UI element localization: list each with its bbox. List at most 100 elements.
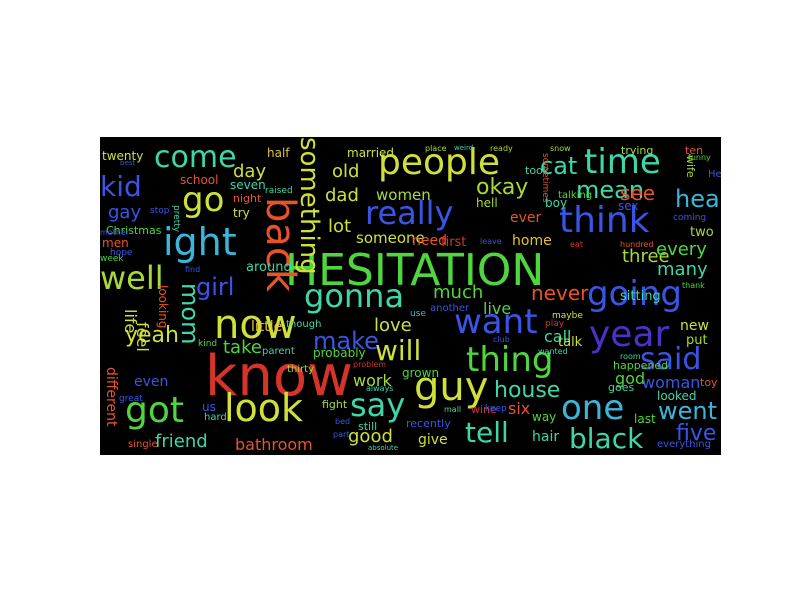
word-coming: coming [673, 213, 707, 223]
word-keep: keep [485, 404, 507, 414]
word-ten: ten [685, 144, 704, 157]
word-come: come [154, 140, 237, 175]
word-little: little [251, 319, 283, 335]
word-wanted: wanted [538, 347, 568, 356]
word-school: school [180, 173, 219, 187]
word-talking: talking [558, 190, 593, 201]
word-gay: gay [108, 202, 142, 223]
word-one: one [561, 388, 625, 428]
word-thing: thing [466, 340, 554, 380]
word-always: always [366, 384, 394, 393]
word-think: think [559, 200, 650, 241]
word-live: live [483, 299, 512, 318]
word-great: great [119, 394, 143, 404]
word-every: every [656, 239, 707, 260]
word-much: much [433, 282, 484, 303]
word-sex: sex [618, 199, 639, 213]
word-black: black [569, 422, 644, 455]
word-back: back [257, 197, 303, 293]
word-first: first [441, 235, 467, 250]
word-mother: mother [100, 228, 130, 237]
word-club: club [493, 335, 510, 344]
word-home: home [512, 233, 552, 249]
word-absolute: absolute [368, 444, 399, 452]
word-hell: hell [476, 196, 498, 210]
word-old: old [332, 161, 360, 182]
word-will: will [375, 334, 422, 367]
word-mean: mean [576, 176, 645, 204]
word-seven: seven [230, 178, 266, 192]
word-looked: looked [657, 389, 697, 403]
word-kid: kid [100, 170, 142, 203]
word-three: three [622, 246, 670, 267]
word-way: way [532, 410, 557, 424]
word-twenty: twenty [102, 149, 144, 163]
word-something: something [294, 137, 324, 275]
word-fight: fight [322, 398, 348, 411]
word-six: six [508, 399, 531, 418]
word-tell: tell [465, 416, 509, 449]
word-make: make [313, 327, 379, 355]
word-see: see [620, 181, 656, 205]
word-room: room [620, 352, 641, 361]
word-wine: wine [471, 403, 497, 416]
word-bathroom: bathroom [235, 435, 313, 454]
word-hope: hope [110, 248, 133, 258]
word-single: single [128, 439, 158, 450]
word-went: went [658, 397, 718, 425]
word-problem: problem [353, 360, 387, 369]
word-god: god [615, 369, 646, 388]
word-hundred: hundred [620, 240, 654, 249]
word-find: find [185, 265, 201, 274]
word-new: new [680, 318, 709, 334]
word-around: around [246, 260, 292, 275]
word-trying: trying [621, 144, 654, 157]
word-hesitation: HESITATION [285, 245, 545, 296]
word-know: know [205, 344, 353, 409]
word-us: us [202, 400, 216, 414]
word-mom: mom [176, 283, 204, 345]
word-house: house [494, 378, 561, 403]
word-married: married [347, 146, 395, 160]
word-still: still [358, 420, 378, 433]
word-toy: toy [700, 376, 718, 389]
word-put: put [686, 333, 708, 348]
word-boy: boy [545, 196, 568, 210]
word-day: day [233, 161, 267, 182]
word-place: place [425, 144, 447, 153]
word-though: though [286, 319, 322, 330]
word-weird: weird [454, 144, 474, 152]
word-use: use [410, 309, 426, 319]
word-bed: bed [335, 417, 351, 426]
word-go: go [182, 180, 225, 220]
word-guy: guy [414, 364, 489, 410]
word-thank: thank [682, 281, 705, 290]
word-best: best [120, 159, 136, 167]
word-everything: everything [657, 439, 711, 450]
word-men: men [102, 236, 129, 250]
word-time: time [584, 142, 661, 182]
word-lot: lot [328, 216, 352, 237]
word-funny: funny [688, 153, 711, 162]
word-head: head [675, 185, 721, 213]
word-maybe: maybe [552, 311, 583, 321]
word-cloud: HESITATION know now people going really think t… [100, 137, 721, 455]
word-work: work [353, 371, 392, 390]
word-mall: mall [444, 405, 462, 414]
word-woman: woman [642, 373, 701, 392]
word-life: life [121, 309, 140, 334]
word-sitting: sitting [620, 289, 661, 304]
word-good: good [348, 426, 393, 447]
word-week: week [100, 254, 124, 264]
word-give: give [418, 432, 448, 448]
word-part: part [333, 430, 350, 439]
word-another: another [430, 303, 470, 314]
word-dad: dad [325, 185, 359, 206]
word-kind: kind [198, 339, 218, 349]
word-even: even [134, 374, 169, 390]
word-cat: cat [540, 152, 578, 180]
word-look: look [224, 386, 304, 430]
word-take: take [223, 337, 262, 358]
word-girl: girl [196, 273, 235, 301]
word-never: never [531, 281, 589, 305]
